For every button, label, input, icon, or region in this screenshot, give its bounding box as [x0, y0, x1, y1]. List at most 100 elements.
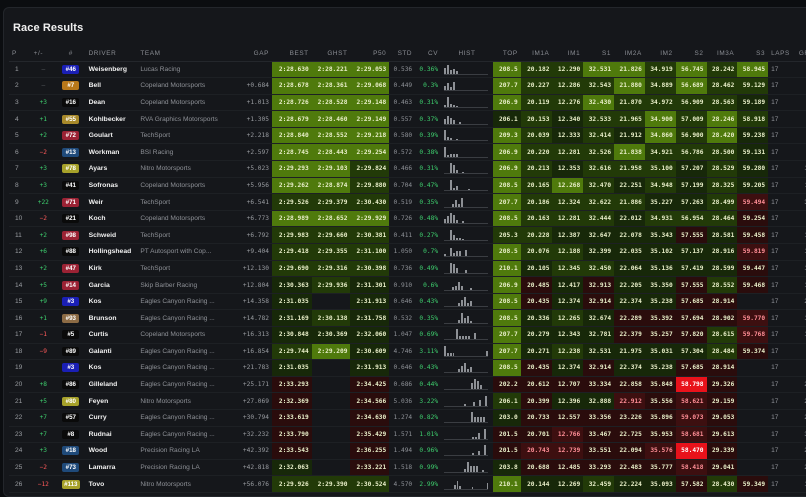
table-row[interactable]: 21 +5 #80 Feyen Nitro Motorsports +27.069 2:32… — [9, 392, 806, 410]
table-row[interactable]: 9 +22 #71 Weir TechSport +6.541 2:29.526 2:29.3… — [9, 193, 806, 211]
table-row[interactable]: 10 −2 #21 Koch Copeland Motorsports +6.773 2:2… — [9, 210, 806, 228]
table-row[interactable]: 20 +8 #86 Gilleland Eagles Canyon Racing ...… — [9, 376, 806, 394]
table-row[interactable]: 12 +6 #88 Hollingshead PT Autosport with Cop… — [9, 243, 806, 261]
column-header-grid[interactable]: GRID — [794, 46, 806, 62]
top-speed-cell: 201.5 — [492, 426, 521, 444]
table-row[interactable]: 14 +5 #14 Garcia Skip Barber Racing +12.804 2:… — [9, 276, 806, 294]
driver-name-cell[interactable]: Feyen — [85, 392, 138, 410]
column-header-im2a[interactable]: IM2A — [614, 46, 645, 62]
column-header-[interactable]: +/- — [30, 46, 57, 62]
driver-name-cell[interactable]: Tovo — [85, 475, 138, 493]
column-header-top[interactable]: TOP — [492, 46, 521, 62]
best-lap-cell: 2:28.630 — [271, 61, 312, 79]
table-row[interactable]: 25 −2 #73 Lamarra Precision Racing LA +42.818… — [9, 459, 806, 477]
im2-cell: 35.100 — [644, 160, 676, 178]
coefficient-variation-cell: 0.43% — [415, 293, 442, 311]
driver-name-cell[interactable]: Hollingshead — [85, 243, 138, 261]
driver-name-cell[interactable]: Schweid — [85, 226, 138, 245]
im1a-cell: 20.213 — [520, 160, 553, 178]
driver-name-cell[interactable]: Garcia — [85, 276, 138, 294]
table-row[interactable]: 24 +3 #18 Wood Precision Racing LA +42.392 2:3… — [9, 442, 806, 460]
driver-name-cell[interactable]: Koch — [85, 210, 138, 228]
im2a-cell: 21.886 — [614, 193, 645, 211]
driver-name-cell[interactable]: Ayars — [85, 160, 138, 178]
table-row[interactable]: 13 +2 #47 Kirk TechSport +12.130 2:29.690 2:29.… — [9, 260, 806, 278]
median-lap-cell: 2:33.221 — [350, 459, 390, 477]
column-header-gap[interactable]: GAP — [232, 46, 272, 62]
driver-name-cell[interactable]: Brunson — [85, 309, 138, 327]
table-row[interactable]: 3 +3 #16 Dean Copeland Motorsports +1.013 2:28… — [9, 94, 806, 112]
table-row[interactable]: 19 #3 Kos Eagles Canyon Racing ... +21.783 2:… — [9, 359, 806, 377]
driver-name-cell[interactable]: Kohlbecker — [85, 110, 138, 128]
coefficient-variation-cell: 0.49% — [415, 260, 442, 278]
column-header-p50[interactable]: P50 — [350, 46, 390, 62]
column-header-driver[interactable]: DRIVER — [85, 46, 138, 62]
table-row[interactable]: 18 −9 #89 Galanti Eagles Canyon Racing ... +1… — [9, 343, 806, 361]
car-number-badge: #16 — [62, 97, 80, 107]
table-row[interactable]: 7 +3 #78 Ayars Nitro Motorsports +5.023 2:29.2… — [9, 160, 806, 178]
table-row[interactable]: 17 −1 #5 Curtis Copeland Motorsports +16.313 2… — [9, 326, 806, 344]
ghost-lap-cell: 2:30.369 — [311, 326, 351, 344]
driver-name-cell[interactable]: Kirk — [85, 260, 138, 278]
column-header-im2[interactable]: IM2 — [644, 46, 676, 62]
im1a-cell: 20.165 — [520, 177, 553, 195]
column-header-s3[interactable]: S3 — [737, 46, 769, 62]
table-row[interactable]: 22 +7 #57 Curry Eagles Canyon Racing ... +30.… — [9, 409, 806, 427]
column-header-hist[interactable]: HIST — [441, 46, 493, 62]
column-header-ghst[interactable]: GHST — [311, 46, 351, 62]
column-header-s1[interactable]: S1 — [583, 46, 615, 62]
column-header-cv[interactable]: CV — [415, 46, 442, 62]
column-header-im3a[interactable]: IM3A — [706, 46, 738, 62]
driver-name-cell[interactable]: Kos — [85, 293, 138, 311]
histogram-chart-icon — [444, 296, 489, 308]
driver-name-cell[interactable]: Curtis — [85, 326, 138, 344]
driver-name-cell[interactable]: Goulart — [85, 127, 138, 145]
column-header-team[interactable]: TEAM — [137, 46, 233, 62]
driver-name-cell[interactable]: Gilleland — [85, 376, 138, 394]
im3a-cell: 28.325 — [706, 177, 738, 195]
table-row[interactable]: 8 +3 #41 Sofronas Copeland Motorsports +5.956… — [9, 177, 806, 195]
table-row[interactable]: 23 +7 #8 Rudnai Eagles Canyon Racing ... +32.… — [9, 426, 806, 444]
table-row[interactable]: 1– #46 Weisenberg Lucas Racing 2:28.630 2:28.… — [9, 61, 806, 79]
lap-histogram-cell — [441, 177, 493, 195]
driver-name-cell[interactable]: Dean — [85, 94, 138, 112]
column-header-im1a[interactable]: IM1A — [520, 46, 553, 62]
driver-name-cell[interactable]: Rudnai — [85, 426, 138, 444]
column-header-[interactable]: # — [56, 46, 86, 62]
driver-name-cell[interactable]: Galanti — [85, 343, 138, 361]
im3a-cell: 28.484 — [706, 343, 738, 361]
table-row[interactable]: 4 +1 #55 Kohlbecker RVA Graphics Motorsports… — [9, 110, 806, 128]
driver-name-cell[interactable]: Sofronas — [85, 177, 138, 195]
driver-name-cell[interactable]: Lamarra — [85, 459, 138, 477]
column-header-laps[interactable]: LAPS — [768, 46, 795, 62]
driver-name-cell[interactable]: Curry — [85, 409, 138, 427]
grid-position-cell: 14 — [794, 475, 806, 493]
driver-name-cell[interactable]: Weisenberg — [85, 61, 138, 79]
laps-cell: 17 — [768, 276, 795, 294]
driver-name-cell[interactable]: Wood — [85, 442, 138, 460]
table-row[interactable]: 5 +2 #72 Goulart TechSport +2.218 2:28.840 2:28… — [9, 127, 806, 145]
table-row[interactable]: 15 +9 #3 Kos Eagles Canyon Racing ... +14.358… — [9, 293, 806, 311]
table-row[interactable]: 11 +2 #98 Schweid TechSport +6.792 2:29.983 2:2… — [9, 226, 806, 245]
laps-cell: 17 — [768, 442, 795, 460]
column-header-im1[interactable]: IM1 — [552, 46, 584, 62]
top-speed-cell: 205.3 — [492, 226, 521, 245]
column-header-best[interactable]: BEST — [271, 46, 312, 62]
driver-name-cell[interactable]: Workman — [85, 143, 138, 162]
driver-name-cell[interactable]: Kos — [85, 359, 138, 377]
histogram-chart-icon — [444, 262, 489, 274]
im2-cell: 35.093 — [644, 475, 676, 493]
im2a-cell: 22.374 — [614, 293, 645, 311]
table-row[interactable]: 16 +1 #93 Brunson Eagles Canyon Racing ... +1… — [9, 309, 806, 327]
position-cell: 4 — [9, 110, 31, 128]
column-header-p[interactable]: P — [9, 46, 31, 62]
table-row[interactable]: 26 −12 #113 Tovo Nitro Motorsports +56.076 2:2… — [9, 475, 806, 493]
table-row[interactable]: 6 −2 #13 Workman BSI Racing +2.597 2:28.745 2:2… — [9, 143, 806, 162]
team-name-cell: TechSport — [137, 193, 233, 211]
column-header-s2[interactable]: S2 — [675, 46, 707, 62]
driver-name-cell[interactable]: Bell — [85, 77, 138, 95]
driver-name-cell[interactable]: Weir — [85, 193, 138, 211]
column-header-std[interactable]: STD — [389, 46, 416, 62]
car-number-cell: #78 — [56, 160, 86, 178]
table-row[interactable]: 2– #7 Bell Copeland Motorsports +0.684 2:28.6… — [9, 77, 806, 95]
